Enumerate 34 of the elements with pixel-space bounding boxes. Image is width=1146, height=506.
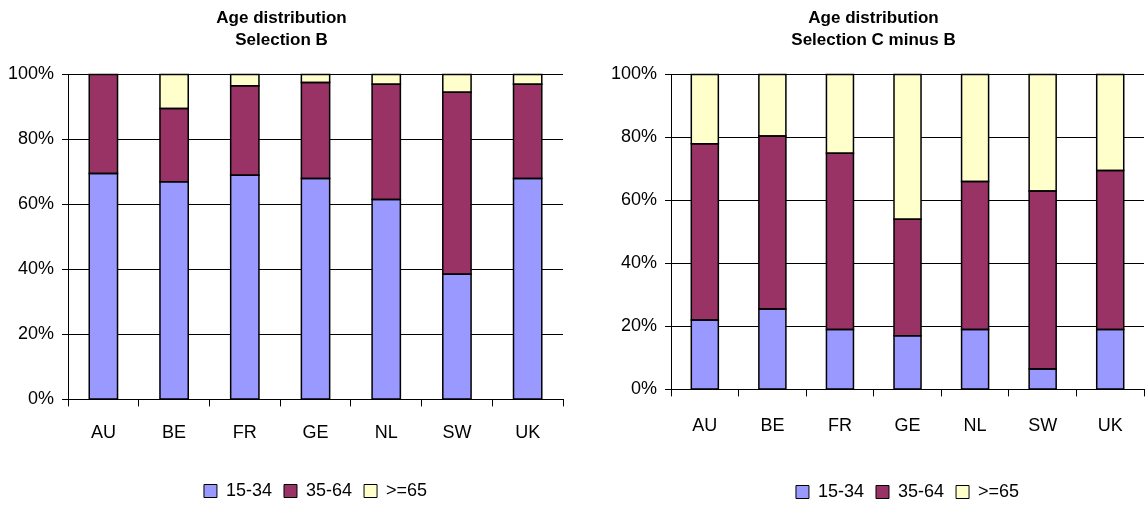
x-tick-label: SW xyxy=(1028,415,1058,436)
y-tick-label: 60% xyxy=(621,189,658,210)
chart-title: Age distribution Selection C minus B xyxy=(791,8,956,49)
x-tick-label: UK xyxy=(1097,415,1123,436)
x-tick-label: BE xyxy=(760,415,785,436)
legend-label: 35-64 xyxy=(306,479,353,500)
x-tick-label: GE xyxy=(894,415,921,436)
x-tick-label: NL xyxy=(963,415,987,436)
x-tick-label: NL xyxy=(374,422,398,443)
legend-label: >=65 xyxy=(978,480,1020,501)
x-tick-label: AU xyxy=(692,415,718,436)
y-tick-label: 100% xyxy=(7,63,55,84)
x-tick-label: FR xyxy=(232,422,257,443)
y-tick-label: 20% xyxy=(621,315,658,336)
chart-title: Age distribution Selection B xyxy=(216,8,347,49)
y-tick-label: 40% xyxy=(18,258,55,279)
x-tick-label: GE xyxy=(302,422,329,443)
y-tick-label: 80% xyxy=(621,126,658,147)
x-tick-label: BE xyxy=(162,422,187,443)
legend-label: 35-64 xyxy=(898,480,945,501)
legend-label: 15-34 xyxy=(225,479,273,500)
y-tick-label: 0% xyxy=(631,378,658,399)
y-tick-label: 100% xyxy=(610,63,658,84)
y-tick-label: 40% xyxy=(621,252,658,273)
x-tick-label: FR xyxy=(827,415,852,436)
legend-label: 15-34 xyxy=(817,480,865,501)
x-tick-label: SW xyxy=(442,422,472,443)
x-tick-label: AU xyxy=(90,422,116,443)
x-tick-label: UK xyxy=(515,422,541,443)
y-tick-label: 60% xyxy=(18,193,55,214)
y-tick-label: 80% xyxy=(18,128,55,149)
y-tick-label: 20% xyxy=(18,323,55,344)
y-tick-label: 0% xyxy=(28,388,55,409)
legend-label: >=65 xyxy=(386,479,428,500)
